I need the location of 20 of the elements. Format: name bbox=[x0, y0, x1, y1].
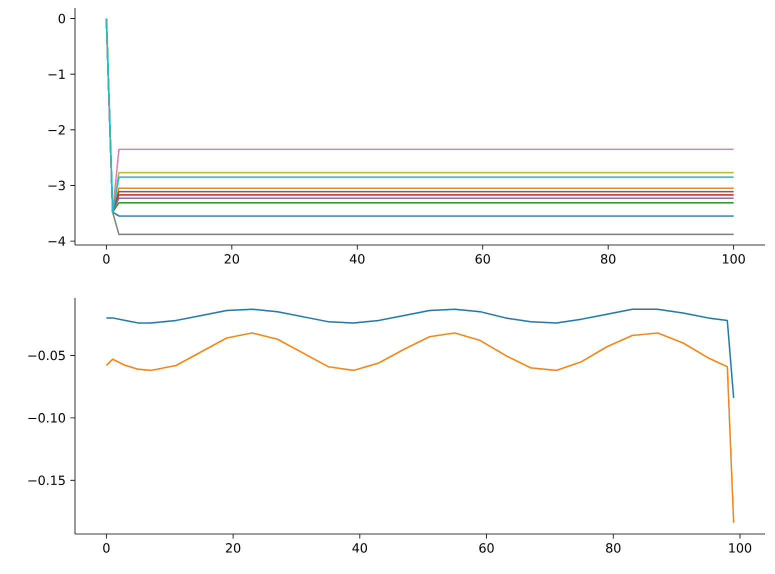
x-tick-label: 20 bbox=[226, 543, 240, 553]
x-tick-label: 60 bbox=[479, 543, 494, 553]
x-tick-label: 60 bbox=[476, 254, 490, 264]
y-tick-label: −3 bbox=[48, 180, 65, 190]
x-tick-label: 40 bbox=[352, 543, 368, 553]
y-tick-label: −4 bbox=[48, 236, 66, 246]
y-tick-label: −0.15 bbox=[28, 475, 65, 486]
x-tick-label: 80 bbox=[606, 543, 620, 553]
x-tick-label: 20 bbox=[224, 254, 240, 264]
x-tick-label: 100 bbox=[722, 254, 745, 264]
y-tick-label: −1 bbox=[48, 70, 65, 79]
x-tick-label: 100 bbox=[729, 543, 752, 553]
x-tick-label: 0 bbox=[103, 543, 110, 553]
x-tick-label: 40 bbox=[350, 254, 364, 264]
y-tick-label: −0.10 bbox=[28, 413, 66, 423]
x-tick-label: 80 bbox=[600, 254, 616, 264]
y-tick-label: −0.05 bbox=[28, 350, 65, 360]
y-tick-label: −2 bbox=[48, 125, 65, 135]
x-tick-label: 0 bbox=[103, 254, 110, 264]
y-tick-label: 0 bbox=[58, 14, 66, 24]
